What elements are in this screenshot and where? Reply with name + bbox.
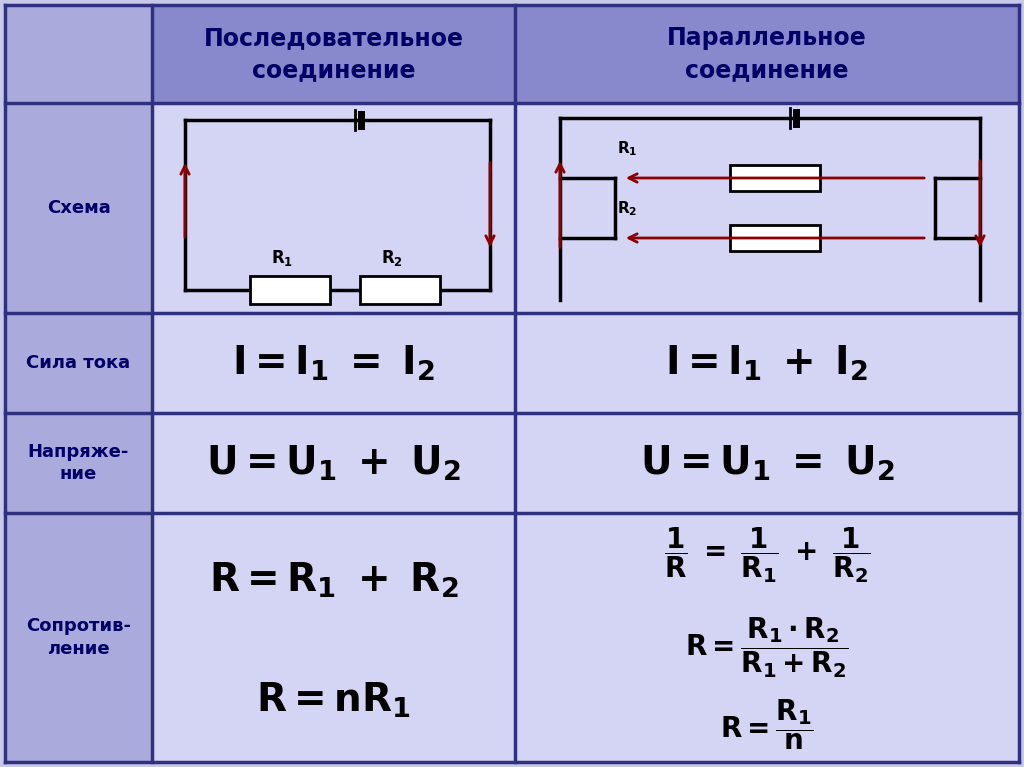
Text: $\mathbf{R = \dfrac{R_1}{n}}$: $\mathbf{R = \dfrac{R_1}{n}}$ [720, 698, 814, 752]
Text: Сопротив-
ление: Сопротив- ление [26, 617, 131, 657]
Bar [5, 5, 152, 103]
Text: $\mathbf{R_1}$: $\mathbf{R_1}$ [271, 248, 293, 268]
Bar [152, 513, 515, 762]
Text: Параллельное
соединение: Параллельное соединение [667, 26, 867, 82]
Text: $\mathbf{R = \dfrac{R_1 \cdot R_2}{R_1 + R_2}}$: $\mathbf{R = \dfrac{R_1 \cdot R_2}{R_1 +… [685, 616, 849, 680]
Text: $\mathbf{R_2}$: $\mathbf{R_2}$ [381, 248, 403, 268]
Bar [515, 313, 1019, 413]
Text: $\mathbf{I = I_1\ +\ I_2}$: $\mathbf{I = I_1\ +\ I_2}$ [666, 344, 868, 383]
Text: $\mathbf{U = U_1\ +\ U_2}$: $\mathbf{U = U_1\ +\ U_2}$ [206, 443, 461, 482]
Text: $\mathbf{R_1}$: $\mathbf{R_1}$ [617, 140, 638, 158]
Bar [360, 276, 440, 304]
Bar [5, 313, 152, 413]
Bar [5, 103, 152, 313]
Bar [5, 413, 152, 513]
Bar [152, 103, 515, 313]
Bar [250, 276, 330, 304]
Text: $\mathbf{\dfrac{1}{R}\ =\ \dfrac{1}{R_1}\ +\ \dfrac{1}{R_2}}$: $\mathbf{\dfrac{1}{R}\ =\ \dfrac{1}{R_1}… [664, 525, 870, 584]
Text: $\mathbf{I = I_1\ =\ I_2}$: $\mathbf{I = I_1\ =\ I_2}$ [231, 344, 435, 383]
Bar [515, 413, 1019, 513]
Bar [730, 225, 820, 251]
Text: $\mathbf{R = nR_1}$: $\mathbf{R = nR_1}$ [256, 680, 411, 719]
Bar [515, 5, 1019, 103]
Text: Схема: Схема [47, 199, 111, 217]
Bar [730, 165, 820, 191]
Bar [152, 5, 515, 103]
Text: $\mathbf{R = R_1\ +\ R_2}$: $\mathbf{R = R_1\ +\ R_2}$ [209, 561, 459, 600]
Text: Сила тока: Сила тока [27, 354, 131, 372]
Text: $\mathbf{U = U_1\ =\ U_2}$: $\mathbf{U = U_1\ =\ U_2}$ [640, 443, 894, 482]
Text: $\mathbf{R_2}$: $\mathbf{R_2}$ [617, 199, 637, 218]
Bar [152, 313, 515, 413]
Bar [515, 513, 1019, 762]
Bar [5, 513, 152, 762]
Text: Последовательное
соединение: Последовательное соединение [204, 26, 464, 82]
Bar [515, 103, 1019, 313]
Bar [152, 413, 515, 513]
Text: Напряже-
ние: Напряже- ние [28, 443, 129, 483]
